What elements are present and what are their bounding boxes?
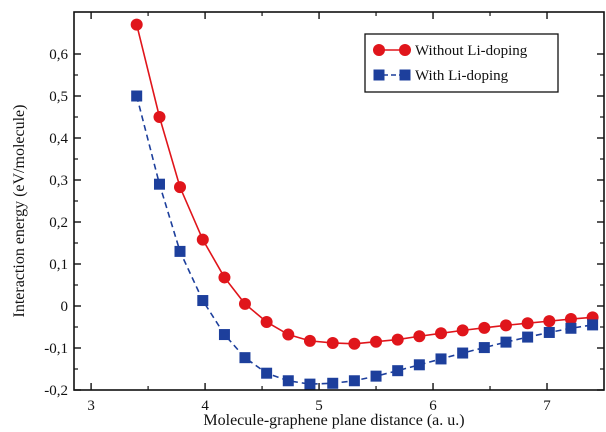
data-point	[500, 336, 512, 348]
legend-marker	[399, 69, 411, 81]
data-point	[260, 315, 273, 328]
legend-item: Without Li-doping	[373, 43, 528, 59]
data-point	[456, 324, 469, 337]
data-point	[218, 271, 231, 284]
y-tick-label: 0,2	[49, 215, 68, 231]
data-point	[564, 313, 577, 326]
plot-frame	[73, 11, 605, 391]
data-point	[282, 328, 295, 341]
data-point	[521, 317, 534, 330]
y-tick-label: 0	[61, 299, 69, 315]
data-point	[392, 365, 404, 377]
data-point	[304, 378, 316, 390]
data-point	[587, 319, 599, 331]
data-point	[543, 315, 556, 328]
series-without-li-doping	[130, 18, 599, 350]
x-tick-label: 7	[543, 398, 551, 414]
legend: Without Li-doping With Li-doping	[364, 33, 559, 93]
data-point	[153, 178, 165, 190]
data-point	[303, 334, 316, 347]
y-axis-ticks: -0,2 -0,1 0 0,1 0,2 0,3 0,4 0,5 0,6	[44, 47, 604, 399]
data-point	[370, 370, 382, 382]
y-tick-label: 0,6	[49, 47, 68, 63]
data-point	[413, 330, 426, 343]
data-point	[565, 322, 577, 334]
data-point	[196, 233, 209, 246]
y-tick-label: 0,3	[49, 173, 68, 189]
plot-series	[130, 18, 599, 390]
series-line	[135, 95, 593, 385]
x-tick-label: 3	[87, 398, 95, 414]
data-point	[457, 347, 469, 359]
data-point	[478, 342, 490, 354]
data-point	[327, 377, 339, 389]
data-point	[239, 352, 251, 364]
x-axis-label: Molecule-graphene plane distance (a. u.)	[203, 412, 464, 429]
data-point	[174, 245, 186, 257]
data-point	[282, 375, 294, 387]
data-point	[261, 367, 273, 379]
series-with-li-doping	[131, 90, 599, 390]
legend-marker	[373, 69, 385, 81]
x-tick-label: 6	[429, 398, 437, 414]
data-point	[131, 90, 143, 102]
data-point	[348, 375, 360, 387]
legend-marker	[373, 44, 385, 56]
data-point	[153, 111, 166, 123]
data-point	[238, 297, 251, 310]
data-point	[478, 321, 491, 334]
data-point	[522, 331, 534, 343]
data-point	[174, 181, 186, 194]
y-axis-label: Interaction energy (eV/molecule)	[11, 105, 28, 318]
data-point	[435, 327, 448, 340]
y-tick-label: 0,5	[49, 89, 68, 105]
y-tick-label: -0,2	[44, 383, 68, 399]
data-point	[348, 337, 361, 350]
data-point	[326, 336, 339, 349]
data-point	[130, 18, 143, 31]
y-tick-label: -0,1	[44, 341, 68, 357]
legend-label: Without Li-doping	[415, 43, 528, 59]
legend-item: With Li-doping	[373, 68, 509, 84]
data-point	[370, 335, 383, 348]
data-point	[435, 353, 447, 365]
x-tick-label: 5	[315, 398, 323, 414]
data-point	[499, 319, 512, 332]
legend-box	[364, 33, 559, 93]
y-tick-label: 0,1	[49, 257, 68, 273]
data-point	[197, 295, 209, 307]
legend-label: With Li-doping	[415, 68, 509, 84]
data-point	[391, 333, 404, 346]
series-line	[135, 24, 593, 345]
data-point	[413, 359, 425, 371]
data-point	[543, 326, 555, 338]
y-tick-label: 0,4	[49, 131, 68, 147]
data-point	[218, 329, 230, 341]
legend-marker	[399, 44, 411, 56]
x-tick-label: 4	[201, 398, 209, 414]
